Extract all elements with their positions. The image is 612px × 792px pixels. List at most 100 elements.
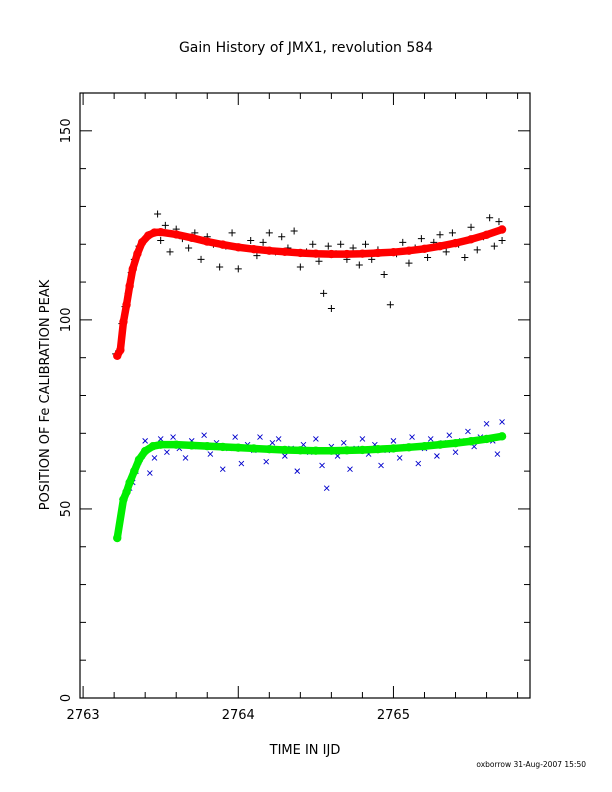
x-point	[396, 455, 403, 461]
plus-point	[448, 229, 456, 237]
x-point	[142, 438, 148, 444]
plus-point	[362, 240, 370, 248]
plus-point	[296, 263, 304, 271]
plus-point	[253, 252, 261, 260]
x-tick-label: 2765	[377, 708, 410, 723]
plus-point	[228, 229, 236, 237]
fit-curve	[113, 432, 506, 542]
x-point	[151, 455, 158, 461]
x-point	[340, 439, 347, 446]
x-point	[319, 462, 325, 469]
tick-labels: 0 50 100 150 2763 2764 2765	[59, 118, 410, 723]
x-point	[182, 455, 189, 461]
x-point	[232, 434, 238, 440]
plus-point	[486, 214, 494, 222]
plus-point	[157, 236, 165, 244]
x-point	[378, 462, 384, 469]
plus-point	[368, 255, 376, 263]
series-1	[113, 225, 507, 360]
x-tick-label: 2763	[67, 708, 100, 723]
plus-point	[467, 223, 475, 231]
x-point	[147, 470, 153, 476]
x-point	[434, 453, 440, 459]
y-tick-label: 50	[59, 501, 74, 518]
x-point	[409, 434, 415, 440]
x-point	[164, 449, 170, 456]
x-point	[157, 436, 164, 442]
plus-point	[424, 253, 432, 261]
plus-point	[490, 242, 498, 250]
plus-point	[234, 265, 242, 273]
x-point	[263, 458, 270, 465]
x-point	[219, 466, 226, 473]
plus-point	[442, 248, 450, 256]
plus-point	[327, 305, 335, 313]
x-point	[269, 439, 276, 446]
series-3	[113, 432, 507, 543]
plus-point	[166, 248, 174, 256]
axis-ticks	[80, 92, 530, 699]
plus-point	[495, 218, 503, 226]
plus-point	[216, 263, 224, 271]
x-point	[257, 434, 263, 440]
x-point	[415, 460, 422, 467]
plus-point	[324, 242, 332, 250]
x-point	[275, 436, 282, 442]
x-point	[323, 485, 330, 491]
x-point	[465, 428, 471, 435]
data-marks	[112, 210, 507, 543]
x-point	[427, 436, 434, 442]
plus-point	[436, 231, 444, 239]
x-point	[170, 434, 176, 440]
plus-point	[154, 210, 162, 218]
plus-point	[197, 255, 205, 263]
y-axis-label: POSITION OF Fe CALIBRATION PEAK	[38, 279, 53, 510]
plus-point	[315, 257, 323, 265]
x-point	[390, 438, 397, 444]
plus-point	[320, 289, 328, 297]
fit-curve	[113, 225, 506, 360]
x-point	[313, 436, 319, 442]
plus-point	[498, 236, 506, 244]
plus-point	[185, 244, 193, 252]
x-point	[446, 432, 453, 439]
plus-point	[405, 259, 413, 267]
y-tick-label: 150	[59, 118, 74, 143]
plus-point	[473, 246, 481, 254]
plus-point	[290, 227, 298, 235]
plus-point	[265, 229, 273, 237]
footer-credit: oxborrow 31-Aug-2007 15:50	[476, 760, 586, 769]
plus-point	[380, 271, 388, 278]
plus-point	[417, 235, 425, 243]
x-point	[452, 449, 459, 456]
x-tick-label: 2764	[222, 708, 255, 723]
x-point	[347, 466, 353, 473]
y-tick-label: 100	[59, 307, 74, 332]
plus-point	[386, 301, 394, 309]
plus-point	[399, 238, 407, 246]
x-point	[294, 468, 301, 474]
x-point	[499, 419, 505, 425]
plus-point	[309, 240, 317, 248]
y-tick-label: 0	[59, 694, 74, 702]
x-point	[238, 460, 245, 467]
x-axis-label: TIME IN IJD	[269, 743, 341, 758]
x-point	[359, 436, 366, 442]
plus-point	[247, 236, 255, 244]
plus-point	[337, 240, 345, 248]
x-point	[201, 432, 207, 439]
series-2	[114, 419, 505, 541]
x-point	[207, 451, 214, 457]
plot-frame	[79, 92, 531, 699]
plus-point	[278, 233, 286, 241]
plus-point	[161, 221, 169, 229]
plus-point	[259, 238, 267, 246]
x-point	[300, 441, 307, 448]
chart-title: Gain History of JMX1, revolution 584	[179, 40, 433, 56]
x-point	[483, 421, 490, 427]
x-point	[282, 453, 288, 459]
plus-point	[355, 261, 363, 269]
plus-point	[461, 253, 469, 261]
x-point	[494, 451, 501, 457]
